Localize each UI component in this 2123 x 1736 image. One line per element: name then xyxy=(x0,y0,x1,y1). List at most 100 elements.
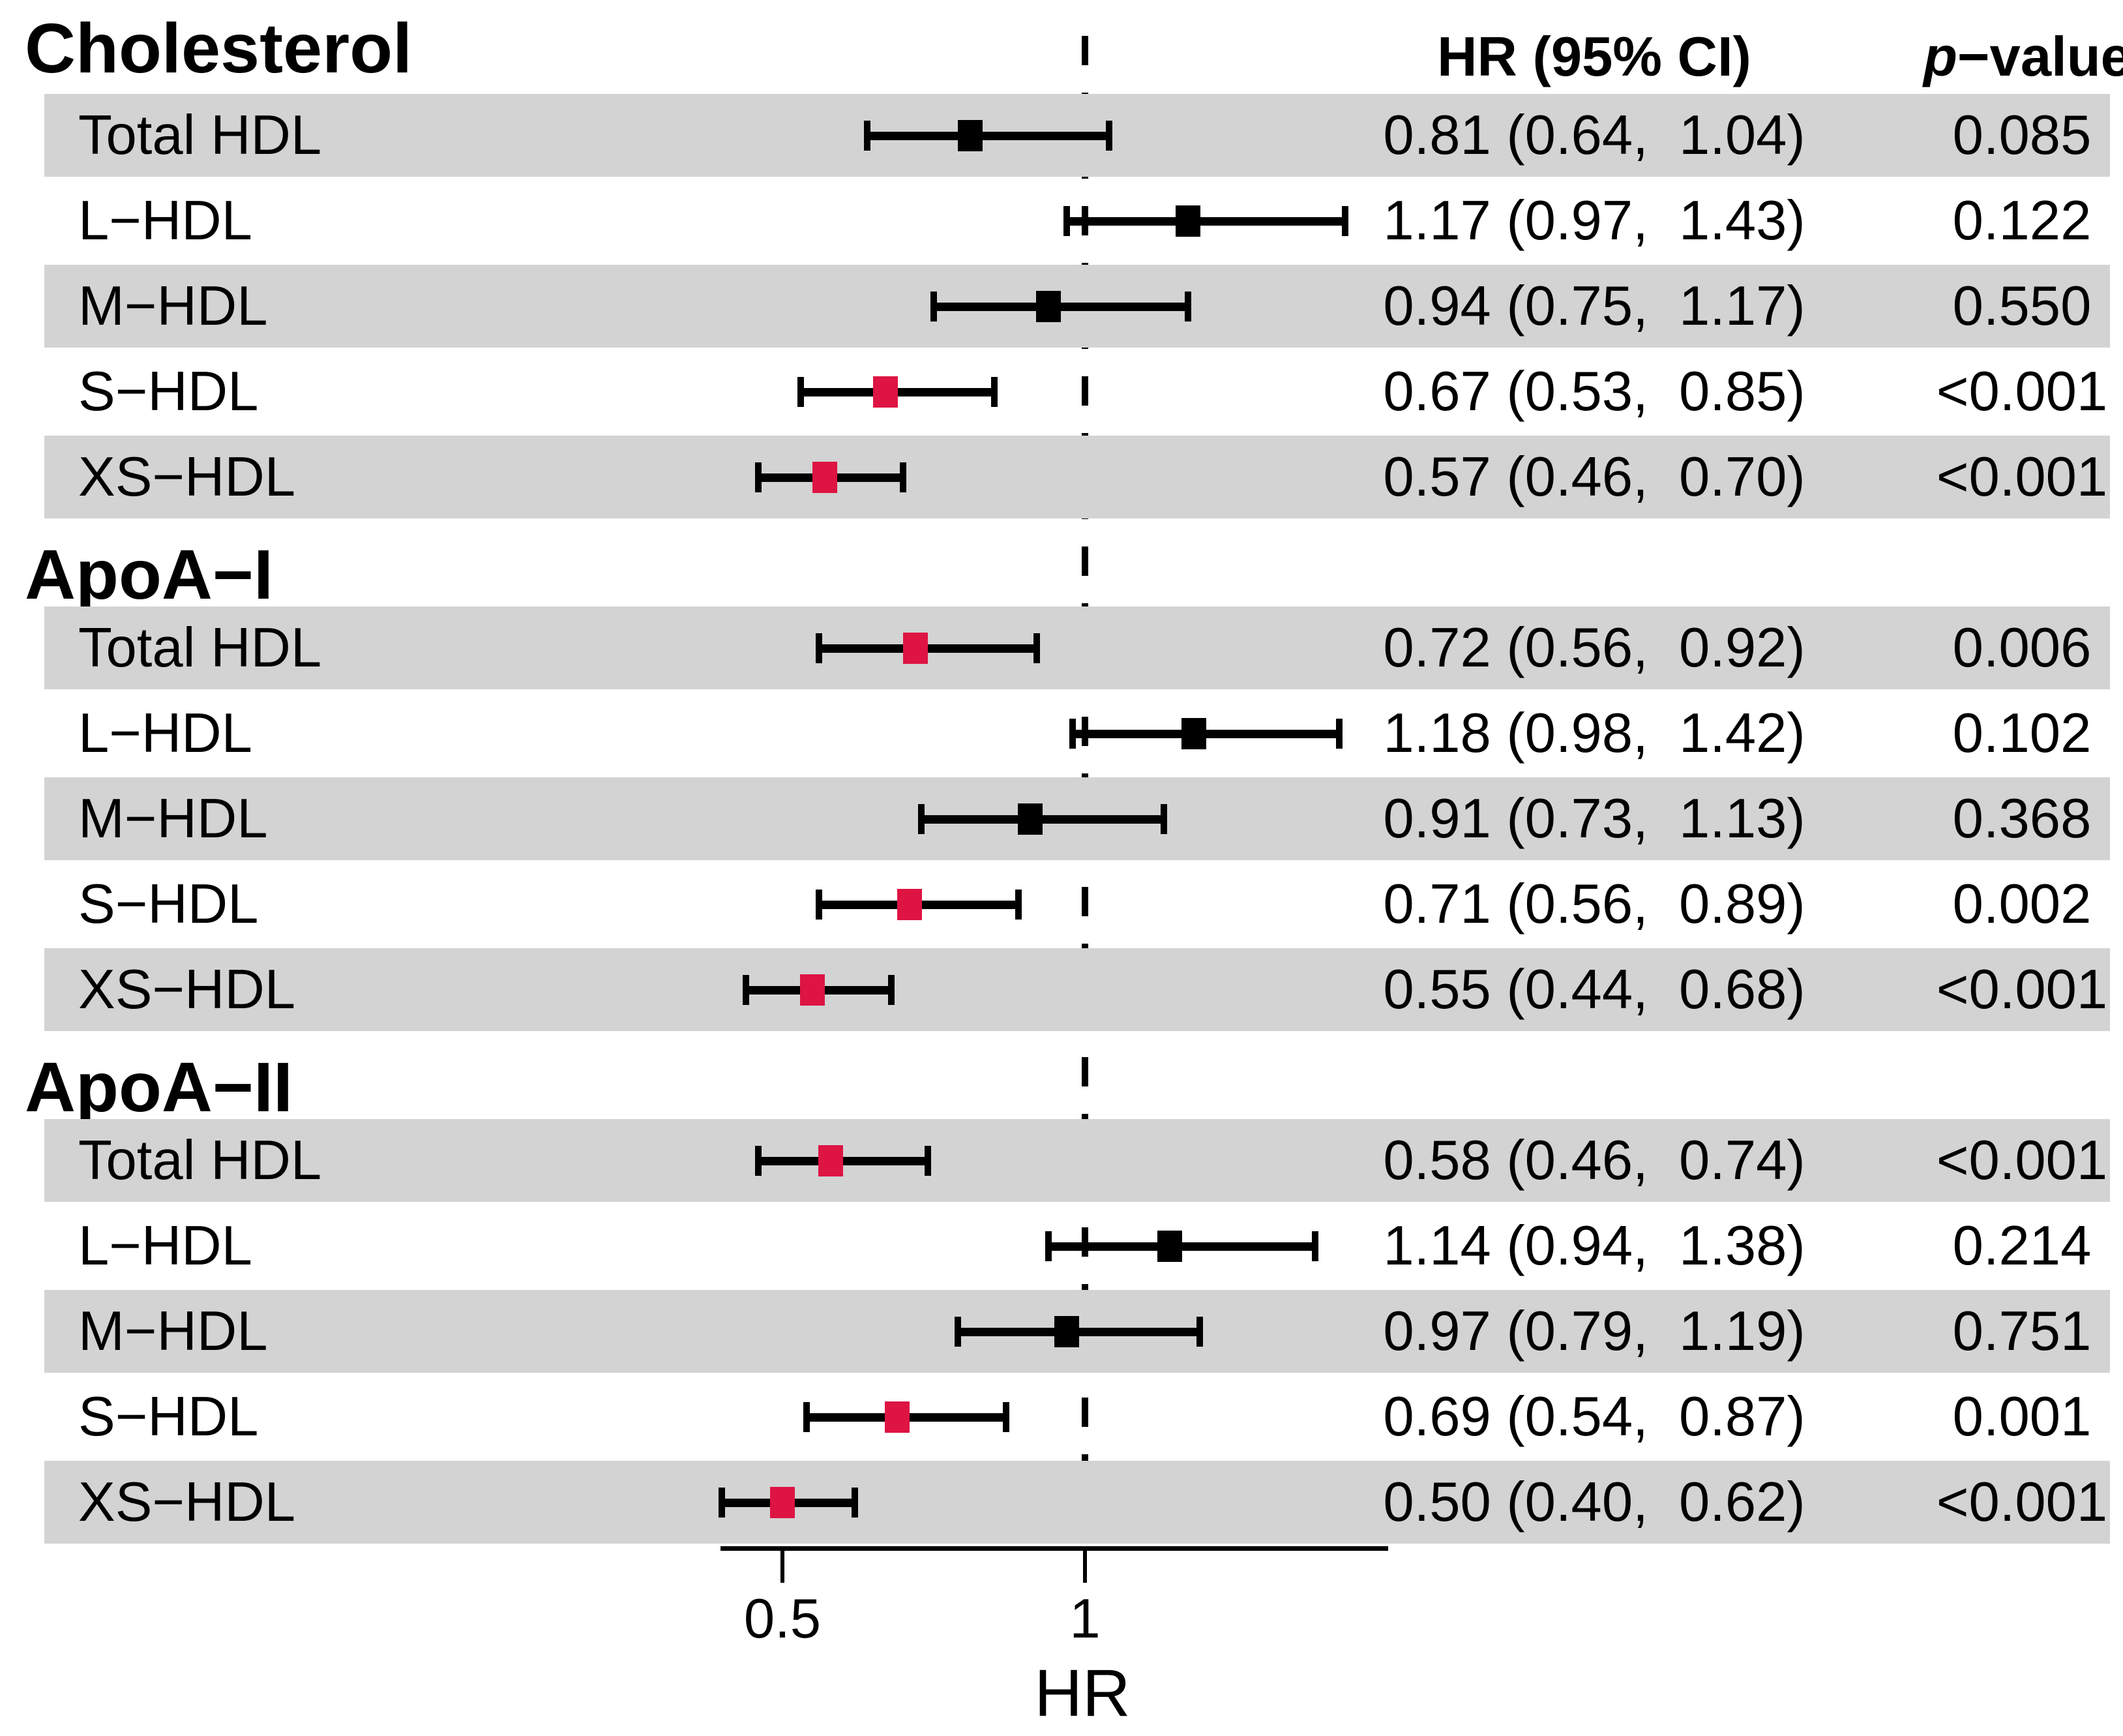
hr-ci-value: 0.91 (0.73, 1.13) xyxy=(1383,788,1805,850)
hr-point-marker-nonsignificant xyxy=(1175,205,1200,237)
hr-point-marker-nonsignificant xyxy=(957,120,983,151)
ci-cap-upper xyxy=(1196,1317,1204,1347)
ci-cap-lower xyxy=(797,377,804,407)
ci-cap-upper xyxy=(1015,890,1022,920)
hr-ci-value: 0.58 (0.46, 0.74) xyxy=(1383,1130,1805,1191)
forest-row: Total HDL 0.81 (0.64, 1.04) 0.085 xyxy=(0,93,2123,178)
x-axis-title: HR xyxy=(1034,1656,1131,1730)
ci-cap-upper xyxy=(1003,1402,1010,1432)
ci-cap-lower xyxy=(918,804,925,834)
row-label: L−HDL xyxy=(78,190,252,252)
row-shading-band xyxy=(44,1119,2110,1202)
hr-ci-value: 0.55 (0.44, 0.68) xyxy=(1383,959,1805,1021)
column-header-p-value: p−value xyxy=(1923,26,2123,88)
forest-row: L−HDL 1.17 (0.97, 1.43) 0.122 xyxy=(0,178,2123,263)
p-value: 0.002 xyxy=(1952,873,2092,935)
ci-cap-upper xyxy=(1342,206,1349,236)
hr-point-marker-significant xyxy=(769,1487,795,1518)
forest-row: M−HDL 0.97 (0.79, 1.19) 0.751 xyxy=(0,1289,2123,1374)
ci-cap-upper xyxy=(900,462,907,492)
p-value: 0.550 xyxy=(1952,275,2092,337)
hr-ci-value: 1.14 (0.94, 1.38) xyxy=(1383,1215,1805,1277)
group-title-apoa-ii: ApoA−II xyxy=(25,1047,293,1126)
ci-line xyxy=(867,132,1110,140)
ci-cap-lower xyxy=(863,121,870,151)
ci-line xyxy=(1067,217,1346,226)
row-label: S−HDL xyxy=(78,873,259,935)
ci-cap-upper xyxy=(852,1488,859,1518)
forest-row: XS−HDL 0.55 (0.44, 0.68) <0.001 xyxy=(0,947,2123,1032)
group-title-row: ApoA−I xyxy=(0,520,2123,610)
row-label: S−HDL xyxy=(78,361,259,423)
x-axis-tick-1 xyxy=(1083,1551,1087,1583)
column-header-hr-ci: HR (95% CI) xyxy=(1437,26,1751,88)
row-label: M−HDL xyxy=(78,788,268,850)
ci-cap-lower xyxy=(815,633,822,663)
group-title-apoa-i: ApoA−I xyxy=(25,535,274,614)
ci-cap-lower xyxy=(1069,719,1076,749)
hr-ci-value: 0.57 (0.46, 0.70) xyxy=(1383,446,1805,508)
hr-ci-value: 0.69 (0.54, 0.87) xyxy=(1383,1386,1805,1448)
hr-point-marker-significant xyxy=(872,376,898,408)
x-axis-line xyxy=(720,1546,1388,1551)
hr-ci-value: 1.17 (0.97, 1.43) xyxy=(1383,190,1805,252)
row-label: L−HDL xyxy=(78,1215,252,1277)
p-value: <0.001 xyxy=(1936,959,2108,1021)
row-label: Total HDL xyxy=(78,617,322,679)
p-value: <0.001 xyxy=(1936,1471,2108,1533)
hr-point-marker-significant xyxy=(897,889,922,920)
ci-cap-lower xyxy=(1045,1231,1052,1261)
forest-row: Total HDL 0.58 (0.46, 0.74) <0.001 xyxy=(0,1118,2123,1203)
forest-row: S−HDL 0.67 (0.53, 0.85) <0.001 xyxy=(0,349,2123,434)
ci-cap-upper xyxy=(887,975,895,1005)
forest-row: L−HDL 1.14 (0.94, 1.38) 0.214 xyxy=(0,1203,2123,1289)
ci-cap-upper xyxy=(1033,633,1040,663)
row-shading-band xyxy=(44,436,2110,518)
hr-ci-value: 1.18 (0.98, 1.42) xyxy=(1383,702,1805,764)
p-value: <0.001 xyxy=(1936,1130,2108,1191)
hr-point-marker-significant xyxy=(818,1145,844,1176)
forest-row: L−HDL 1.18 (0.98, 1.42) 0.102 xyxy=(0,691,2123,776)
ci-cap-lower xyxy=(930,292,937,322)
forest-row: S−HDL 0.71 (0.56, 0.89) 0.002 xyxy=(0,861,2123,947)
p-value: 0.006 xyxy=(1952,617,2092,679)
forest-row: M−HDL 0.91 (0.73, 1.13) 0.368 xyxy=(0,776,2123,861)
forest-row: Total HDL 0.72 (0.56, 0.92) 0.006 xyxy=(0,605,2123,691)
row-label: Total HDL xyxy=(78,104,322,166)
row-shading-band xyxy=(44,606,2110,689)
ci-cap-lower xyxy=(719,1488,725,1518)
ci-cap-upper xyxy=(990,377,998,407)
x-axis-tick-label-0-5: 0.5 xyxy=(743,1588,822,1650)
ci-cap-upper xyxy=(924,1146,931,1176)
p-value: 0.368 xyxy=(1952,788,2092,850)
x-axis-tick-0-5 xyxy=(780,1551,784,1583)
row-label: L−HDL xyxy=(78,702,252,764)
hr-ci-value: 0.97 (0.79, 1.19) xyxy=(1383,1300,1805,1362)
p-value-header-italic-p: p xyxy=(1923,26,1957,88)
forest-row: XS−HDL 0.57 (0.46, 0.70) <0.001 xyxy=(0,434,2123,520)
hr-ci-value: 0.67 (0.53, 0.85) xyxy=(1383,361,1805,423)
row-label: XS−HDL xyxy=(78,959,296,1021)
hr-ci-value: 0.72 (0.56, 0.92) xyxy=(1383,617,1805,679)
hr-point-marker-significant xyxy=(885,1401,910,1433)
ci-cap-upper xyxy=(1160,804,1167,834)
hr-point-marker-nonsignificant xyxy=(1054,1316,1080,1347)
p-value: <0.001 xyxy=(1936,446,2108,508)
row-label: S−HDL xyxy=(78,1386,259,1448)
row-label: XS−HDL xyxy=(78,1471,296,1533)
hr-point-marker-significant xyxy=(800,974,825,1006)
p-value: 0.102 xyxy=(1952,702,2092,764)
forest-row: S−HDL 0.69 (0.54, 0.87) 0.001 xyxy=(0,1374,2123,1459)
row-label: M−HDL xyxy=(78,1300,268,1362)
p-value: 0.214 xyxy=(1952,1215,2092,1277)
hr-point-marker-nonsignificant xyxy=(1181,718,1206,749)
ci-cap-upper xyxy=(1335,719,1343,749)
hr-ci-value: 0.50 (0.40, 0.62) xyxy=(1383,1471,1805,1533)
ci-cap-upper xyxy=(1311,1231,1318,1261)
ci-cap-upper xyxy=(1106,121,1113,151)
row-label: Total HDL xyxy=(78,1130,322,1191)
ci-cap-lower xyxy=(743,975,750,1005)
hr-ci-value: 0.71 (0.56, 0.89) xyxy=(1383,873,1805,935)
row-shading-band xyxy=(44,1461,2110,1544)
